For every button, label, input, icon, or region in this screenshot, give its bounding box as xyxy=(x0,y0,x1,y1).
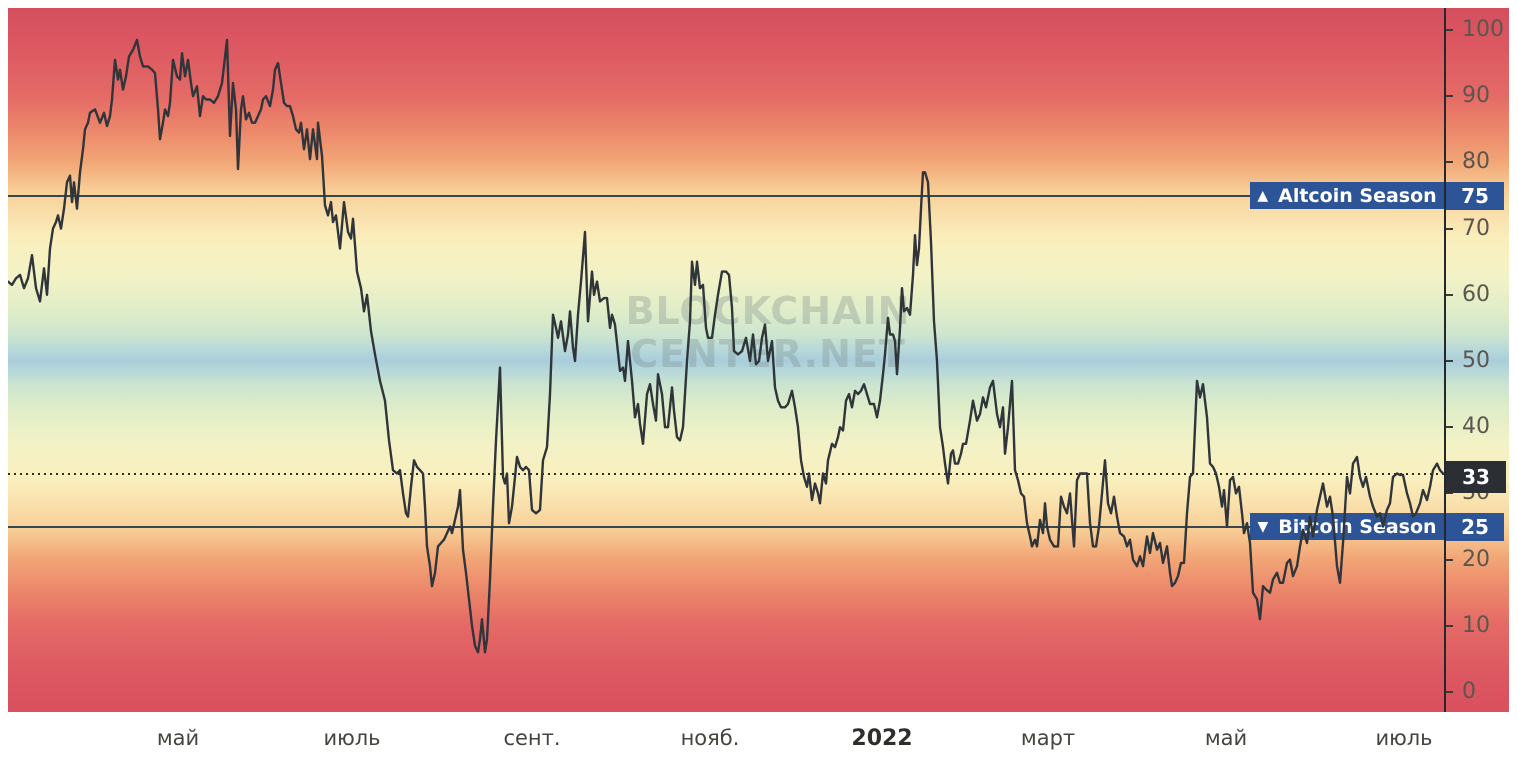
bitcoin-threshold-axis-value: 25 xyxy=(1446,512,1504,541)
bitcoin-threshold-line xyxy=(8,525,1444,528)
bitcoin-season-badge: ▼ Bitcoin Season xyxy=(1250,513,1444,540)
triangle-up-icon: ▲ xyxy=(1257,187,1269,204)
y-tick-label: 90 xyxy=(1462,83,1490,109)
y-tick-mark xyxy=(1446,29,1453,31)
y-tick-label: 10 xyxy=(1462,612,1490,638)
x-tick-label: март xyxy=(1020,726,1076,750)
index-line-series xyxy=(8,38,1444,654)
current-value-axis-badge: 33 xyxy=(1446,460,1506,493)
y-tick-label: 70 xyxy=(1462,215,1490,241)
triangle-down-icon: ▼ xyxy=(1257,518,1269,535)
y-tick-mark xyxy=(1446,426,1453,429)
y-tick-label: 0 xyxy=(1462,679,1476,704)
y-tick-mark xyxy=(1446,360,1453,362)
bitcoin-season-label: Bitcoin Season xyxy=(1278,515,1437,538)
altcoin-season-badge: ▲ Altcoin Season xyxy=(1250,182,1444,209)
altcoin-threshold-line xyxy=(8,194,1444,197)
x-tick-label: май xyxy=(1204,726,1248,750)
altcoin-threshold-axis-value: 75 xyxy=(1446,181,1504,210)
y-tick-label: 80 xyxy=(1462,149,1490,175)
bitcoin-threshold-value-text: 25 xyxy=(1461,514,1489,539)
y-tick-mark xyxy=(1446,624,1453,627)
current-value-dotted-line xyxy=(8,472,1444,475)
y-tick-mark xyxy=(1446,558,1453,561)
y-tick-label: 100 xyxy=(1462,17,1504,42)
watermark-line1: BLOCKCHAIN xyxy=(625,289,911,333)
x-tick-label: 2022 xyxy=(851,726,913,751)
y-tick-label: 50 xyxy=(1462,348,1490,373)
y-axis-line xyxy=(1444,8,1446,724)
altcoin-threshold-value-text: 75 xyxy=(1461,183,1489,208)
x-tick-label: июль xyxy=(1375,726,1433,750)
y-tick-label: 20 xyxy=(1462,546,1490,572)
y-tick-mark xyxy=(1446,227,1453,230)
x-axis[interactable]: май июль сент. нояб. 2022 март май июль xyxy=(8,712,1509,762)
y-tick-label: 40 xyxy=(1462,414,1490,440)
y-tick-mark xyxy=(1446,161,1453,164)
y-tick-mark xyxy=(1446,95,1453,98)
x-tick-label: сент. xyxy=(503,726,561,750)
current-value-text: 33 xyxy=(1462,464,1490,489)
chart-plot-area[interactable]: BLOCKCHAIN CENTER.NET ▲ Altcoin Season ▼… xyxy=(8,8,1509,724)
index-polyline xyxy=(8,38,1444,654)
x-tick-label: нояб. xyxy=(680,726,740,750)
y-tick-label: 60 xyxy=(1462,281,1490,307)
x-tick-label: май xyxy=(156,726,200,750)
x-tick-label: июль xyxy=(323,726,381,750)
y-tick-mark xyxy=(1446,492,1453,495)
y-tick-mark xyxy=(1446,293,1453,296)
y-tick-mark xyxy=(1446,691,1453,693)
altcoin-season-label: Altcoin Season xyxy=(1278,184,1437,207)
